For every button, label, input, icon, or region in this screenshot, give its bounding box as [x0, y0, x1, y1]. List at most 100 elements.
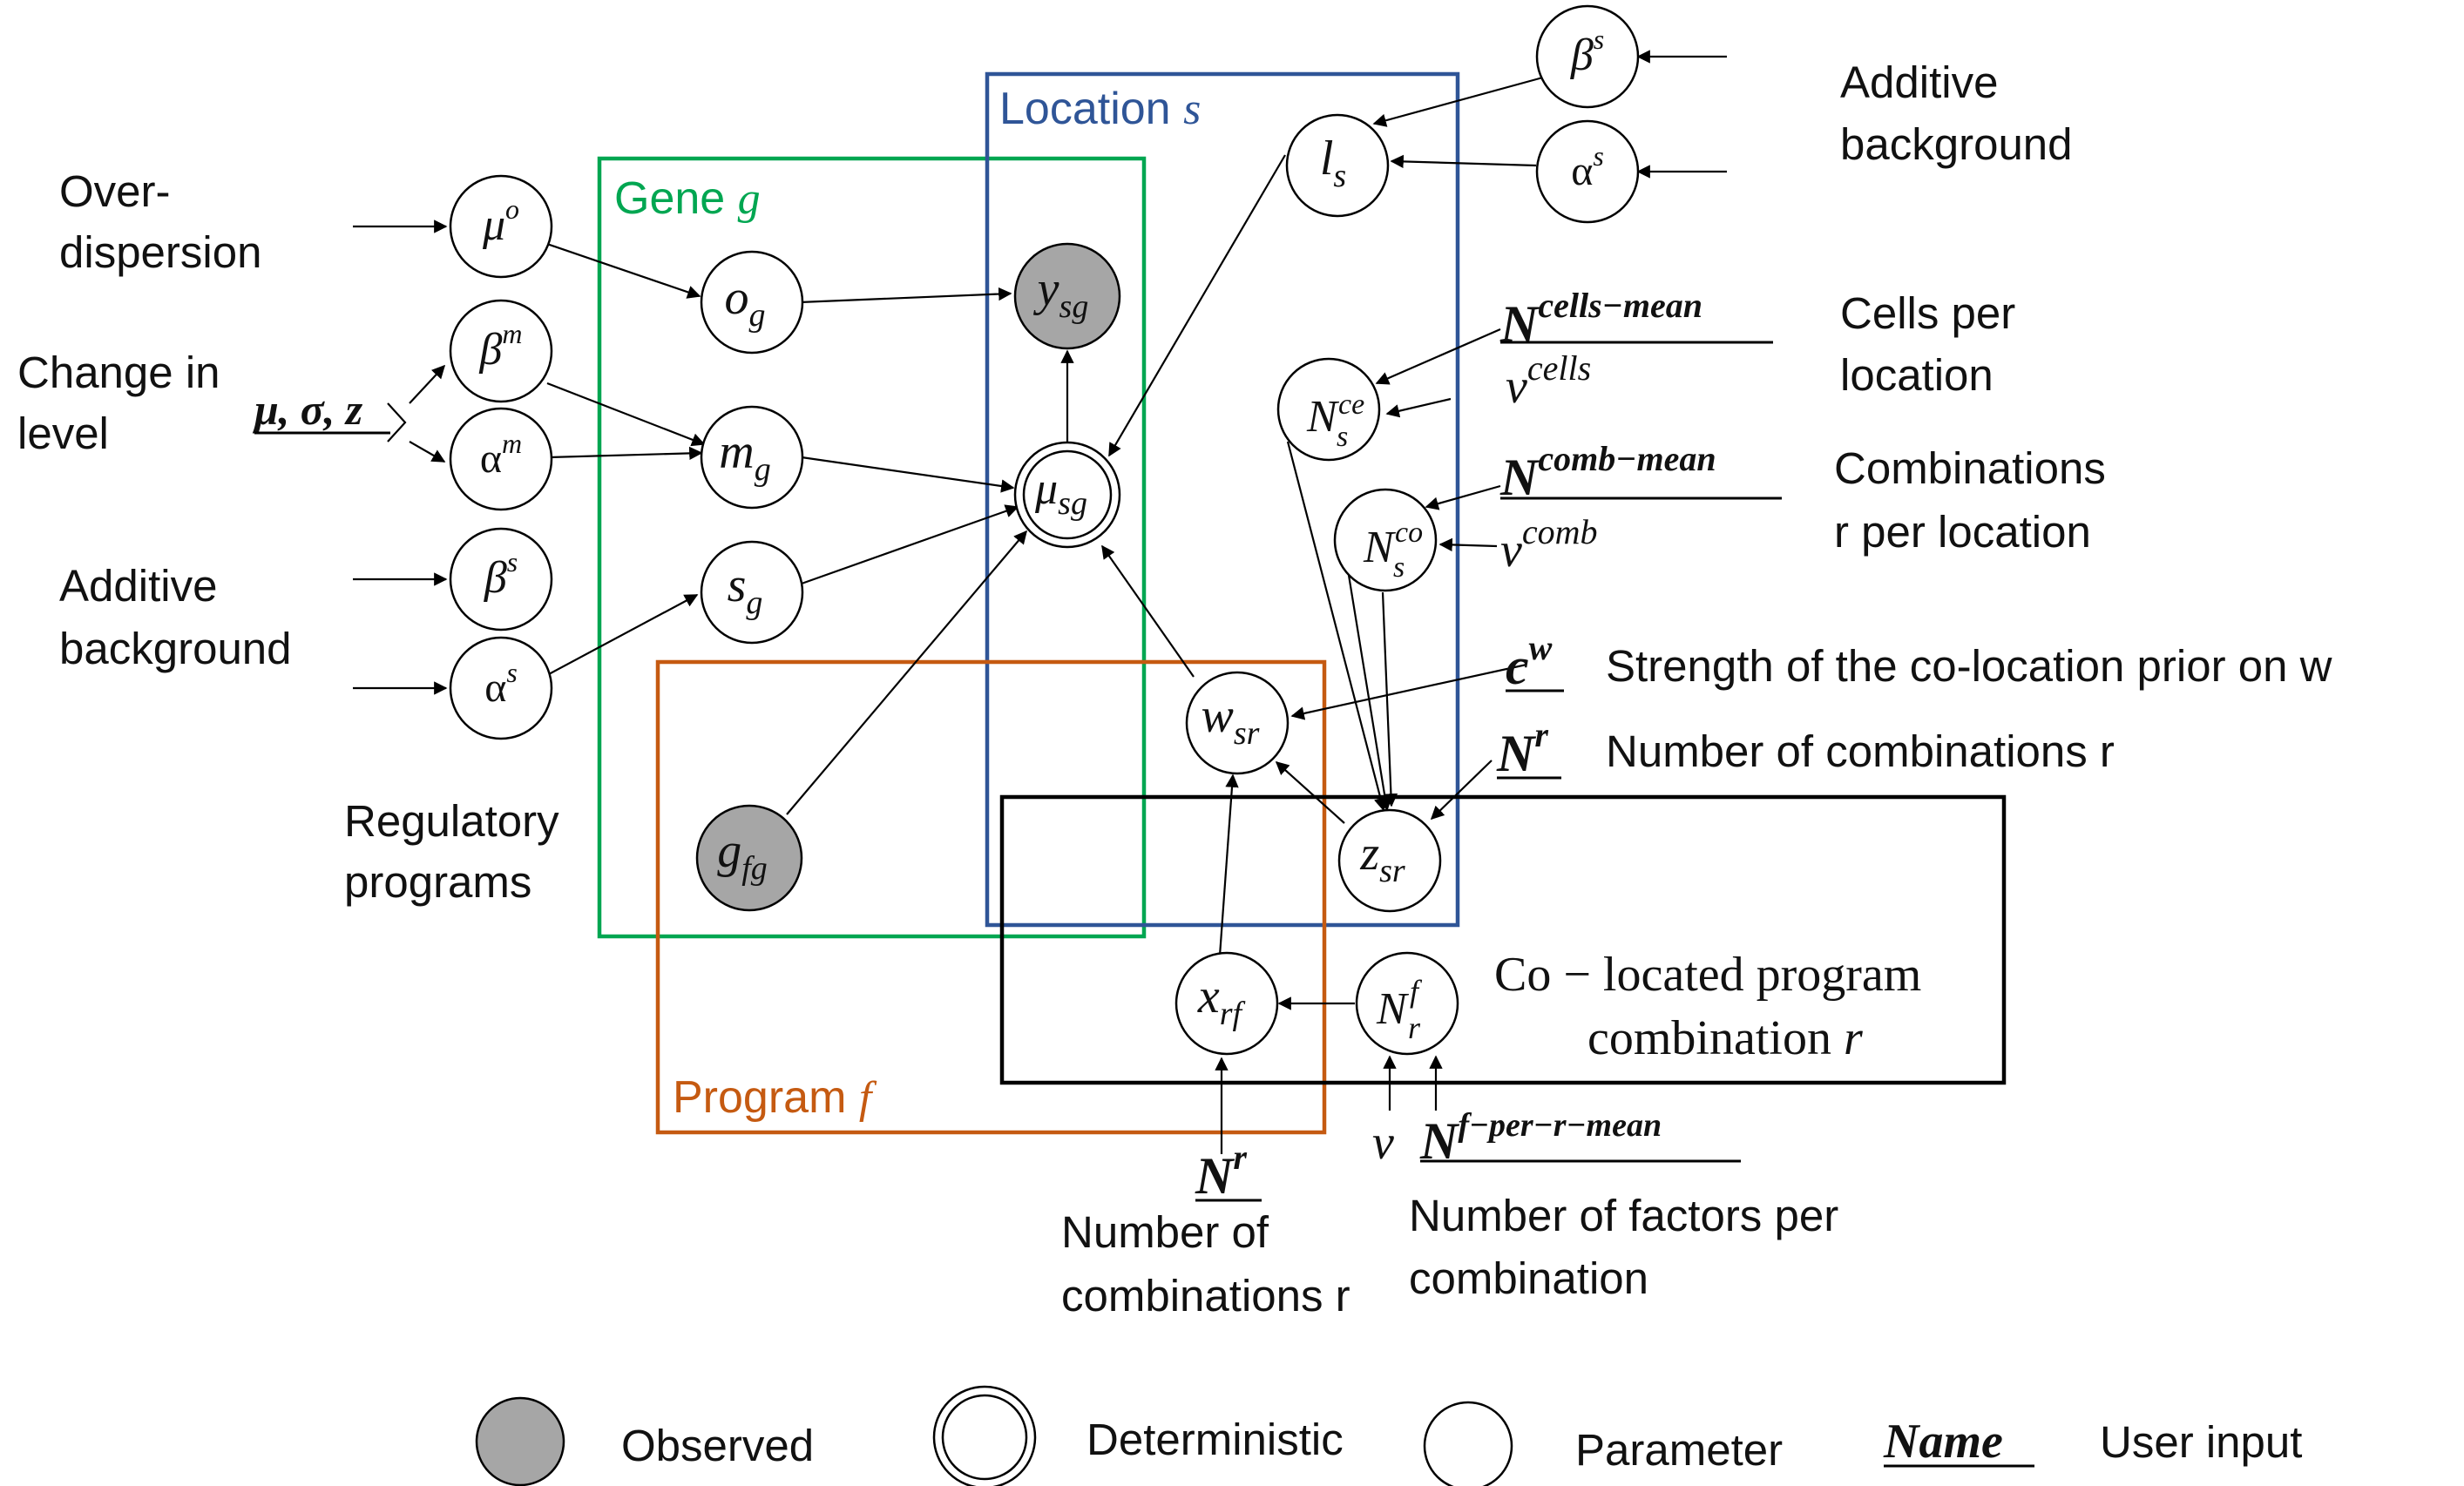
colocation-strength-label: Strength of the co-location prior on w	[1606, 641, 2332, 691]
input-N-r-bottom: Nr	[1195, 1138, 1262, 1205]
m-g-node: mg	[700, 405, 804, 510]
svg-text:αs: αs	[484, 657, 518, 711]
svg-text:co: co	[1395, 517, 1423, 549]
additive-background-left-label: Additive	[59, 561, 217, 611]
x-rf-node: xrf	[1174, 951, 1279, 1056]
svg-text:wsr: wsr	[1202, 689, 1260, 752]
legend-deterministic-label: Deterministic	[1086, 1415, 1344, 1464]
svg-text:N: N	[1306, 392, 1340, 442]
combinations-per-location-label-2: r per location	[1834, 507, 2091, 557]
factors-per-combination-label: Number of factors per	[1409, 1191, 1838, 1240]
svg-text:αs: αs	[1571, 140, 1604, 194]
svg-text:xrf: xrf	[1197, 969, 1246, 1032]
combination-plate-line1: Co − located program	[1494, 948, 1921, 1002]
svg-text:Nr: Nr	[1195, 1138, 1247, 1205]
svg-text:βs: βs	[1570, 24, 1604, 80]
combination-plate	[999, 794, 2007, 1085]
svg-text:βm: βm	[478, 318, 522, 375]
legend-parameter-swatch	[1423, 1401, 1513, 1486]
beta-s-right-node: βs	[1535, 4, 1640, 109]
input-c-w: cw	[1506, 628, 1564, 695]
input-N-f-per-r-mean: Nf−per−r−mean	[1419, 1107, 1741, 1170]
combination-plate-line2: combination r	[1587, 1011, 1863, 1065]
legend: Observed Deterministic Parameter Name Us…	[475, 1385, 2302, 1486]
program-plate	[655, 659, 1327, 1135]
number-combinations-bottom-label-2: combinations r	[1061, 1271, 1350, 1321]
svg-text:Nf−per−r−mean: Nf−per−r−mean	[1419, 1107, 1662, 1170]
z-sr-node: zsr	[1337, 808, 1442, 913]
svg-text:μ, σ, z: μ, σ, z	[252, 385, 363, 434]
input-v-cells: vcells	[1506, 348, 1591, 414]
svg-text:ysg: ysg	[1033, 262, 1089, 325]
legend-observed-swatch	[475, 1396, 565, 1486]
l-s-node: ls	[1285, 113, 1390, 218]
gene-plate	[597, 156, 1147, 939]
additive-background-left-label-2: background	[59, 624, 292, 673]
overdispersion-label: Over-	[59, 166, 171, 216]
number-combinations-bottom-label: Number of	[1061, 1207, 1269, 1257]
alpha-s-left-node: αs	[449, 636, 553, 740]
svg-text:vcells: vcells	[1506, 348, 1591, 414]
svg-text:cw: cw	[1506, 628, 1553, 695]
regulatory-programs-label: Regulatory	[344, 796, 559, 846]
legend-name-sample: Name	[1883, 1415, 2003, 1469]
gene-plate-label: Gene g	[614, 173, 761, 224]
svg-text:vcomb: vcomb	[1500, 512, 1598, 578]
input-v-comb: vcomb	[1500, 512, 1598, 578]
svg-text:r: r	[1408, 1010, 1421, 1045]
program-plate-label: Program f	[673, 1072, 877, 1123]
legend-observed-label: Observed	[621, 1421, 814, 1470]
overdispersion-label-2: dispersion	[59, 227, 261, 277]
cells-per-location-label-2: location	[1840, 350, 1994, 400]
svg-text:s: s	[1337, 421, 1348, 453]
svg-text:s: s	[1393, 551, 1405, 584]
regulatory-programs-label-2: programs	[344, 857, 531, 907]
alpha-s-right-node: αs	[1535, 119, 1640, 224]
svg-text:Nr: Nr	[1496, 715, 1548, 782]
svg-text:v: v	[1372, 1116, 1394, 1170]
N-s-co-node: N co s	[1333, 488, 1438, 592]
s-g-node: sg	[700, 540, 804, 645]
change-in-level-label: Change in	[17, 348, 220, 397]
location-plate-label: Location s	[999, 84, 1201, 134]
w-sr-node: wsr	[1185, 671, 1290, 775]
mu-o-node: μo	[449, 174, 553, 279]
alpha-m-node: αm	[449, 407, 553, 511]
legend-parameter-label: Parameter	[1575, 1425, 1783, 1475]
y-sg-node: ysg	[1013, 242, 1121, 350]
svg-text:ce: ce	[1338, 388, 1364, 421]
beta-m-node: βm	[449, 299, 553, 403]
g-fg-node: gfg	[695, 804, 803, 912]
input-v: v	[1372, 1116, 1394, 1170]
number-combinations-right-label: Number of combinations r	[1606, 726, 2115, 776]
svg-text:ls: ls	[1320, 132, 1346, 194]
svg-text:N: N	[1376, 984, 1410, 1034]
change-in-level-label-2: level	[17, 409, 109, 458]
svg-text:αm: αm	[480, 428, 522, 482]
svg-text:og: og	[725, 271, 766, 334]
svg-text:gfg: gfg	[717, 824, 768, 887]
svg-text:sg: sg	[728, 558, 763, 621]
additive-background-right-label-2: background	[1840, 119, 2073, 169]
svg-text:μsg: μsg	[1034, 464, 1087, 522]
svg-text:βs: βs	[484, 546, 518, 603]
input-N-r-right: Nr	[1496, 715, 1561, 782]
input-mu-sigma-z: μ, σ, z	[252, 385, 390, 435]
N-r-f-node: N f r	[1355, 951, 1459, 1056]
input-N-comb-mean: Ncomb−mean	[1499, 439, 1782, 506]
factors-per-combination-label-2: combination	[1409, 1253, 1648, 1303]
beta-s-left-node: βs	[449, 527, 553, 632]
svg-text:N: N	[1363, 523, 1397, 572]
svg-text:mg: mg	[719, 425, 770, 488]
N-s-ce-node: N ce s	[1276, 357, 1381, 462]
legend-user-input-label: User input	[2100, 1417, 2302, 1467]
svg-text:μo: μo	[482, 193, 519, 250]
additive-background-right-label: Additive	[1840, 57, 1998, 107]
mu-sg-node: μsg	[1013, 441, 1121, 549]
edges	[353, 50, 1727, 1154]
svg-text:zsr: zsr	[1359, 827, 1405, 889]
svg-text:Ncomb−mean: Ncomb−mean	[1499, 439, 1716, 506]
input-N-cells-mean: Ncells−mean	[1499, 286, 1773, 353]
combinations-per-location-label: Combinations	[1834, 443, 2106, 493]
